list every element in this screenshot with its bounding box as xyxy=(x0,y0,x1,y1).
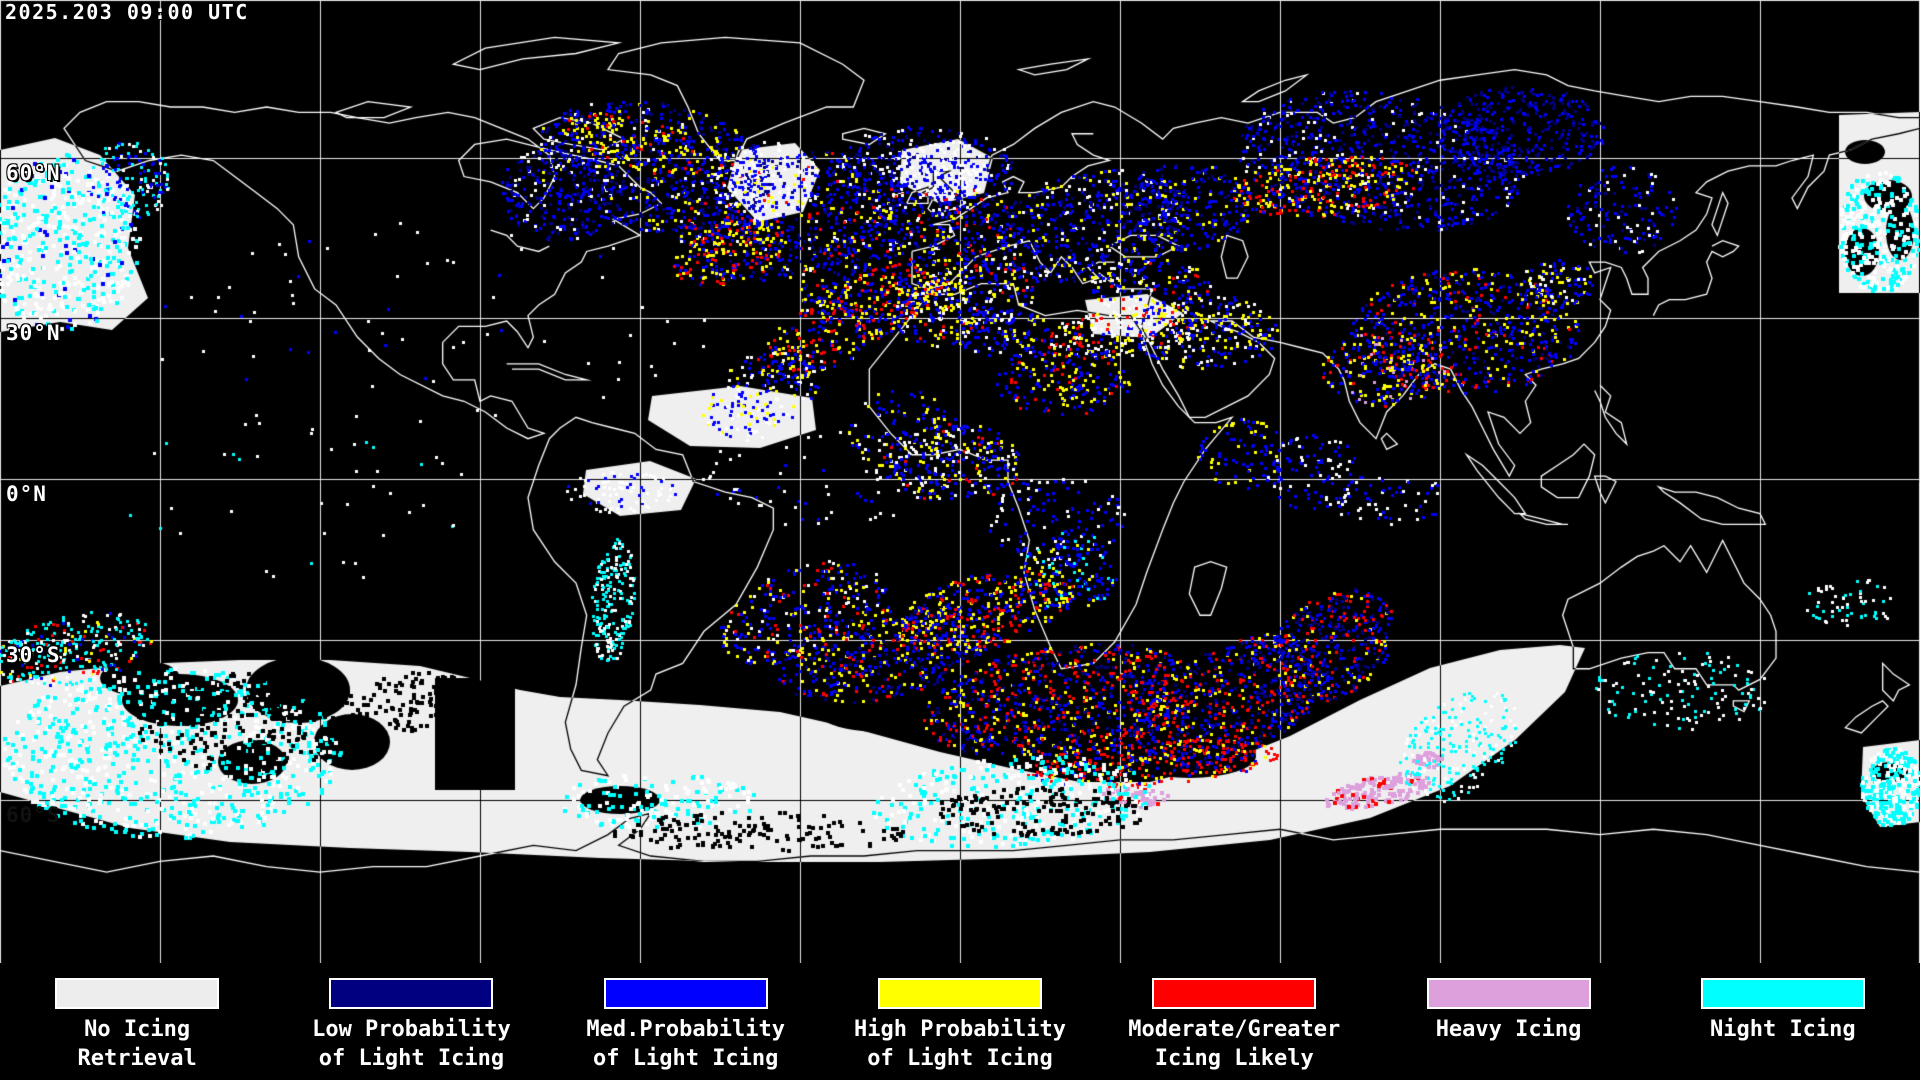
legend: No Icing Retrieval Low Probability of Light… xyxy=(0,963,1920,1080)
legend-swatch-moderate-greater-icing xyxy=(1152,978,1317,1009)
legend-swatch-no-icing-retrieval xyxy=(55,978,220,1009)
legend-label-low-prob-light-icing-0: Low Probability xyxy=(312,1017,511,1042)
timestamp: 2025.203 09:00 UTC xyxy=(5,0,249,24)
legend-swatch-low-prob-light-icing xyxy=(329,978,494,1009)
legend-swatch-heavy-icing xyxy=(1426,978,1591,1009)
legend-label-moderate-greater-icing-1: Icing Likely xyxy=(1154,1046,1314,1071)
legend-item-high-prob-light-icing: High Probability of Light Icing xyxy=(823,963,1097,1080)
legend-label-low-prob-light-icing-1: of Light Icing xyxy=(318,1046,505,1071)
legend-item-med-prob-light-icing: Med.Probability of Light Icing xyxy=(549,963,823,1080)
legend-label-heavy-icing-0: Heavy Icing xyxy=(1435,1017,1582,1042)
legend-swatch-night-icing xyxy=(1700,978,1865,1009)
legend-label-med-prob-light-icing-1: of Light Icing xyxy=(592,1046,779,1071)
legend-label-high-prob-light-icing-0: High Probability xyxy=(854,1017,1066,1042)
lat-label-4: 60°S xyxy=(6,803,61,827)
legend-item-heavy-icing: Heavy Icing xyxy=(1371,963,1645,1080)
legend-item-no-icing-retrieval: No Icing Retrieval xyxy=(0,963,274,1080)
legend-label-med-prob-light-icing-0: Med.Probability xyxy=(586,1017,786,1042)
legend-label-no-icing-retrieval-0: No Icing xyxy=(84,1017,191,1042)
legend-item-moderate-greater-icing: Moderate/Greater Icing Likely xyxy=(1097,963,1371,1080)
lat-label-2: 0°N xyxy=(6,482,47,506)
legend-item-night-icing: Night Icing xyxy=(1646,963,1920,1080)
legend-item-low-prob-light-icing: Low Probability of Light Icing xyxy=(274,963,548,1080)
lat-label-1: 30°N xyxy=(6,321,61,345)
lat-label-3: 30°S xyxy=(6,643,61,667)
legend-swatch-med-prob-light-icing xyxy=(603,978,768,1009)
legend-label-moderate-greater-icing-0: Moderate/Greater xyxy=(1128,1017,1341,1042)
legend-label-night-icing-0: Night Icing xyxy=(1709,1017,1856,1042)
world-map-canvas xyxy=(0,0,1920,963)
legend-label-high-prob-light-icing-1: of Light Icing xyxy=(867,1046,1053,1071)
legend-swatch-high-prob-light-icing xyxy=(877,978,1042,1009)
icing-map: 2025.203 09:00 UTC 60°N 30°N 0°N 30°S 60°S xyxy=(0,0,1920,963)
legend-label-no-icing-retrieval-1: Retrieval xyxy=(77,1046,197,1071)
lat-label-0: 60°N xyxy=(6,161,61,185)
